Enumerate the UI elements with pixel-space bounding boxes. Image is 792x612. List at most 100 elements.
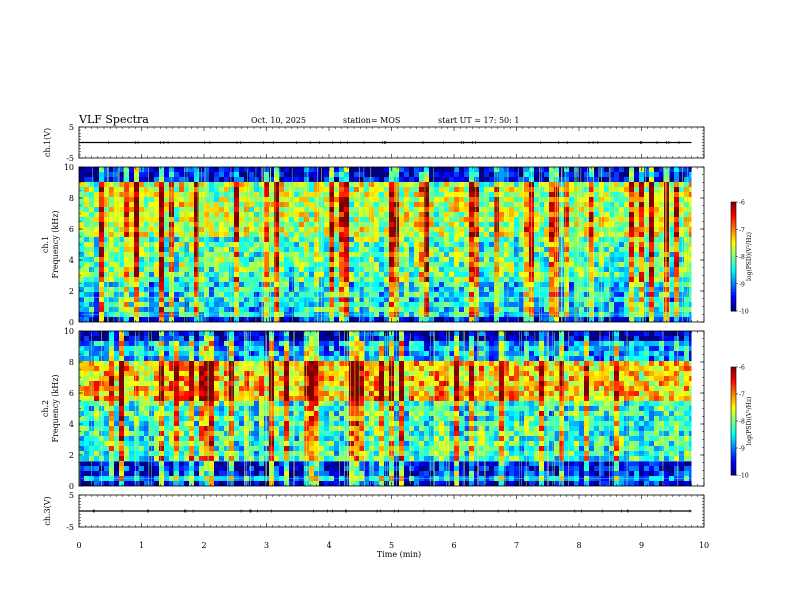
spectrogram-cell: [339, 182, 344, 187]
spectrogram-cell: [214, 287, 219, 292]
spectrogram-cell: [229, 172, 234, 177]
spectrogram-cell: [374, 297, 379, 302]
spectrogram-cell: [204, 292, 209, 297]
spectrogram-cell: [214, 202, 219, 207]
spectrogram-cell: [544, 272, 549, 277]
spectrogram-cell: [179, 222, 184, 227]
spectrogram-cell: [669, 247, 674, 252]
spectrogram-cell: [179, 252, 184, 257]
spectrogram-cell: [649, 297, 654, 302]
spectrogram-cell: [249, 317, 254, 322]
spectrogram-cell: [524, 237, 529, 242]
spectrogram-cell: [104, 292, 109, 297]
spectrogram-cell: [89, 207, 94, 212]
spectrogram-cell: [209, 252, 214, 257]
spectrogram-cell: [134, 336, 139, 341]
spectrogram-cell: [369, 222, 374, 227]
spectrogram-cell: [329, 242, 334, 247]
spectrogram-cell: [274, 237, 279, 242]
spectrogram-cell: [679, 292, 684, 297]
spectrogram-cell: [79, 302, 84, 307]
spectrogram-cell: [449, 167, 454, 172]
spectrogram-cell: [479, 317, 484, 322]
spectrogram-cell: [189, 292, 194, 297]
spectrogram-cell: [564, 267, 569, 272]
spectrogram-cell: [124, 297, 129, 302]
spectrogram-cell: [119, 217, 124, 222]
spectrogram-cell: [94, 267, 99, 272]
spectrogram-cell: [299, 207, 304, 212]
spectrogram-cell: [404, 302, 409, 307]
spectrogram-cell: [329, 282, 334, 287]
spectrogram-cell: [679, 182, 684, 187]
spectrogram-cell: [124, 262, 129, 267]
spectrogram-cell: [619, 317, 624, 322]
spectrogram-cell: [89, 297, 94, 302]
spectrogram-cell: [419, 267, 424, 272]
spectrogram-cell: [209, 182, 214, 187]
spectrogram-cell: [669, 252, 674, 257]
spectrogram-cell: [499, 197, 504, 202]
spectrogram-cell: [629, 287, 634, 292]
spectrogram-cell: [159, 446, 164, 451]
spectrogram-cell: [219, 242, 224, 247]
spectrogram-cell: [449, 242, 454, 247]
spectrogram-cell: [204, 167, 209, 172]
spectrogram-cell: [434, 302, 439, 307]
spectrogram-cell: [119, 177, 124, 182]
spectrogram-cell: [144, 456, 149, 461]
spectrogram-cell: [139, 431, 144, 436]
spectrogram-cell: [534, 252, 539, 257]
spectrogram-cell: [654, 317, 659, 322]
spectrogram-cell: [139, 182, 144, 187]
spectrogram-cell: [459, 167, 464, 172]
spectrogram-cell: [314, 167, 319, 172]
spectrogram-cell: [254, 187, 259, 192]
spectrogram-cell: [249, 192, 254, 197]
spectrogram-cell: [534, 187, 539, 192]
spectrogram-cell: [79, 212, 84, 217]
spectrogram-cell: [194, 287, 199, 292]
spectrogram-cell: [254, 247, 259, 252]
spectrogram-cell: [149, 212, 154, 217]
spectrogram-cell: [589, 177, 594, 182]
spectrogram-cell: [494, 202, 499, 207]
spectrogram-cell: [209, 242, 214, 247]
spectrogram-cell: [569, 167, 574, 172]
spectrogram-cell: [129, 262, 134, 267]
spectrogram-cell: [569, 302, 574, 307]
spectrogram-cell: [309, 297, 314, 302]
spectrogram-cell: [124, 242, 129, 247]
spectrogram-cell: [634, 187, 639, 192]
spectrogram-cell: [514, 227, 519, 232]
spectrogram-cell: [419, 217, 424, 222]
spectrogram-cell: [114, 481, 119, 486]
spectrogram-cell: [359, 307, 364, 312]
spectrogram-cell: [269, 297, 274, 302]
spectrogram-cell: [399, 282, 404, 287]
spectrogram-cell: [334, 317, 339, 322]
spectrogram-cell: [94, 317, 99, 322]
spectrogram-cell: [159, 202, 164, 207]
spectrogram-cell: [229, 222, 234, 227]
spectrogram-cell: [624, 267, 629, 272]
spectrogram-cell: [434, 197, 439, 202]
spectrogram-cell: [224, 282, 229, 287]
spectrogram-cell: [114, 426, 119, 431]
spectrogram-cell: [604, 217, 609, 222]
spectrogram-cell: [134, 242, 139, 247]
spectrogram-cell: [399, 217, 404, 222]
spectrogram-cell: [594, 222, 599, 227]
spectrogram-cell: [489, 302, 494, 307]
spectrogram-cell: [124, 381, 129, 386]
spectrogram-cell: [89, 172, 94, 177]
spectrogram-cell: [374, 292, 379, 297]
spectrogram-cell: [444, 302, 449, 307]
spectrogram-cell: [364, 317, 369, 322]
spectrogram-cell: [299, 287, 304, 292]
spectrogram-cell: [584, 252, 589, 257]
spectrogram-cell: [219, 302, 224, 307]
spectrogram-cell: [304, 187, 309, 192]
spectrogram-cell: [79, 192, 84, 197]
spectrogram-cell: [104, 341, 109, 346]
